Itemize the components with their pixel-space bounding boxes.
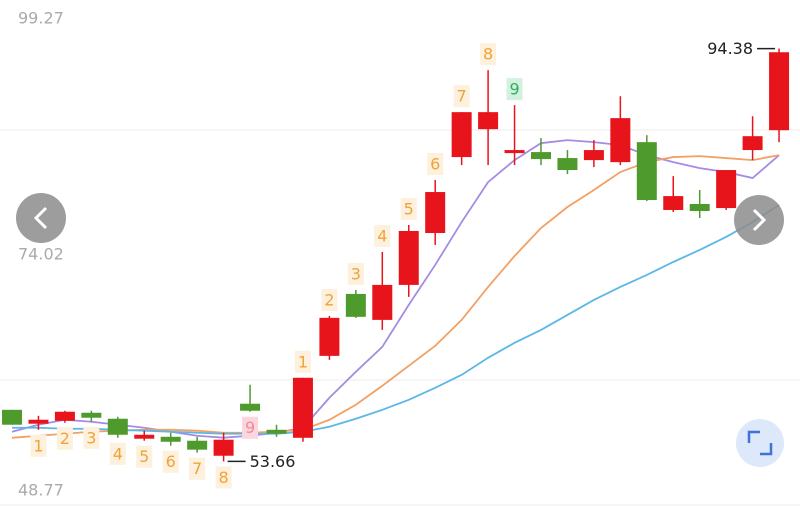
count-label: 7 bbox=[457, 87, 467, 106]
count-badge bbox=[189, 457, 206, 480]
count-badge bbox=[453, 85, 470, 108]
count-label: 8 bbox=[483, 45, 493, 64]
candle-body bbox=[583, 150, 604, 161]
candle-body bbox=[2, 409, 22, 425]
candle-body bbox=[213, 439, 234, 456]
count-label: 9 bbox=[509, 80, 519, 99]
low-label: 53.66 bbox=[250, 452, 296, 471]
count-label: 3 bbox=[351, 264, 361, 283]
count-badge bbox=[56, 427, 73, 450]
candle-body bbox=[160, 436, 181, 442]
y-tick-label: 99.27 bbox=[18, 9, 64, 28]
count-badge bbox=[347, 262, 364, 285]
candle-body bbox=[478, 112, 499, 130]
candle-body bbox=[81, 412, 102, 418]
candle-body bbox=[689, 204, 710, 211]
y-tick-label: 74.02 bbox=[18, 245, 64, 264]
candle-body bbox=[742, 136, 763, 151]
count-label: 2 bbox=[60, 429, 70, 448]
count-badge bbox=[83, 426, 100, 449]
count-badge bbox=[294, 350, 311, 373]
count-label: 9 bbox=[245, 418, 255, 437]
count-label: 5 bbox=[404, 199, 414, 218]
count-label: 1 bbox=[33, 436, 43, 455]
candle-body bbox=[372, 284, 393, 320]
count-badge bbox=[215, 466, 232, 489]
count-label: 1 bbox=[298, 352, 308, 371]
candle-body bbox=[610, 118, 631, 163]
count-badge bbox=[480, 43, 497, 66]
candle-body bbox=[636, 142, 657, 201]
candle-body bbox=[54, 411, 75, 421]
candle-body bbox=[292, 377, 313, 438]
high-label: 94.38 bbox=[707, 39, 753, 58]
y-tick-label: 48.77 bbox=[18, 481, 64, 500]
candle-body bbox=[425, 192, 446, 233]
candle-body bbox=[134, 434, 155, 439]
count-label: 6 bbox=[430, 155, 440, 174]
candle-body bbox=[504, 150, 525, 154]
count-badge bbox=[321, 288, 338, 311]
count-label: 7 bbox=[192, 459, 202, 478]
candle-body bbox=[716, 170, 737, 209]
count-label: 5 bbox=[139, 447, 149, 466]
count-label: 4 bbox=[377, 226, 387, 245]
ma-line bbox=[12, 204, 780, 435]
count-label: 4 bbox=[113, 444, 123, 463]
candle-body bbox=[557, 158, 578, 171]
candle-body bbox=[240, 403, 261, 411]
candle-body bbox=[663, 196, 684, 210]
count-label: 2 bbox=[324, 290, 334, 309]
count-badge bbox=[506, 78, 523, 101]
candle-body bbox=[187, 440, 208, 450]
candle-body bbox=[769, 52, 790, 131]
candle-body bbox=[345, 293, 366, 317]
ma-line bbox=[11, 139, 780, 439]
count-badge bbox=[427, 153, 444, 176]
candle-body bbox=[107, 418, 128, 435]
next-button[interactable] bbox=[734, 195, 784, 245]
count-badge bbox=[109, 442, 126, 465]
count-badge bbox=[242, 416, 259, 439]
prev-button[interactable] bbox=[16, 193, 66, 243]
count-badge bbox=[374, 224, 391, 247]
count-label: 3 bbox=[86, 428, 96, 447]
count-badge bbox=[30, 434, 47, 457]
count-label: 6 bbox=[166, 452, 176, 471]
candle-body bbox=[319, 317, 340, 356]
candle-body bbox=[28, 419, 49, 424]
count-label: 8 bbox=[219, 468, 229, 487]
candle-body bbox=[266, 429, 287, 434]
count-badge bbox=[400, 197, 417, 220]
fullscreen-button[interactable] bbox=[736, 419, 784, 467]
candle-body bbox=[451, 112, 472, 158]
candle-body bbox=[398, 230, 419, 285]
candle-body bbox=[531, 152, 551, 160]
count-badge bbox=[162, 450, 179, 473]
count-badge bbox=[136, 445, 153, 468]
